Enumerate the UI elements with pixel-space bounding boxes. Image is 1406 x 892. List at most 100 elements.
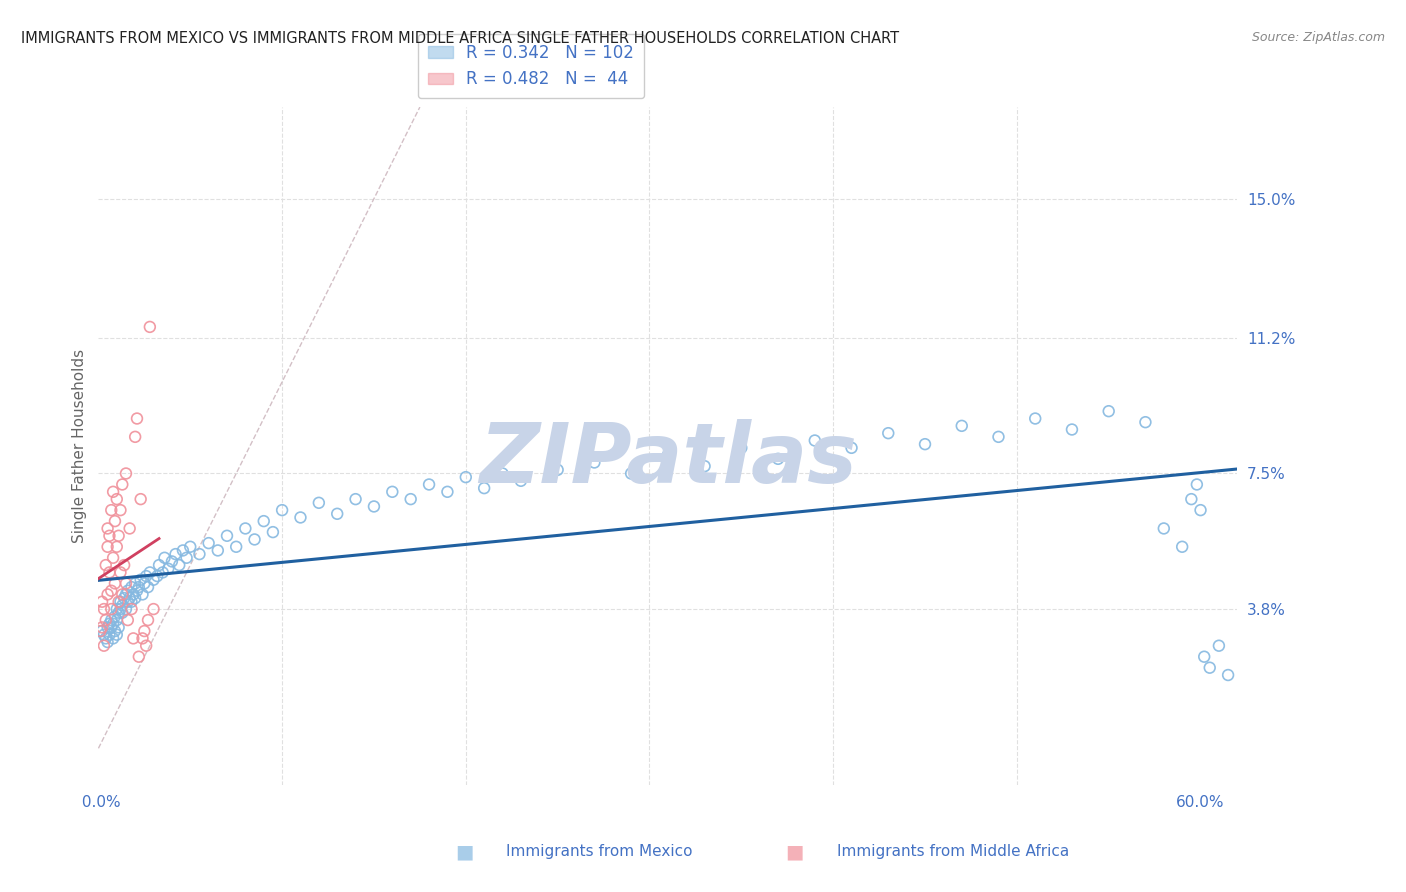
Point bbox=[121, 580, 143, 594]
Point bbox=[1180, 492, 1202, 507]
Point bbox=[1171, 540, 1194, 554]
Point bbox=[100, 503, 122, 517]
Point bbox=[1024, 411, 1046, 425]
Point bbox=[91, 620, 114, 634]
Point bbox=[101, 484, 124, 499]
Point bbox=[121, 602, 143, 616]
Point bbox=[101, 550, 124, 565]
Point bbox=[107, 529, 129, 543]
Point bbox=[131, 632, 153, 646]
Point bbox=[657, 448, 679, 462]
Text: Immigrants from Mexico: Immigrants from Mexico bbox=[506, 845, 693, 859]
Legend: R = 0.342   N = 102, R = 0.482   N =  44: R = 0.342 N = 102, R = 0.482 N = 44 bbox=[418, 34, 644, 98]
Point bbox=[134, 576, 156, 591]
Point bbox=[129, 573, 152, 587]
Text: ZIPatlas: ZIPatlas bbox=[479, 419, 856, 500]
Point bbox=[93, 628, 115, 642]
Point bbox=[148, 558, 170, 573]
Point bbox=[110, 503, 132, 517]
Point bbox=[804, 434, 827, 448]
Point bbox=[98, 566, 121, 580]
Point bbox=[167, 558, 190, 573]
Point bbox=[107, 620, 129, 634]
Point bbox=[122, 632, 145, 646]
Point bbox=[105, 613, 128, 627]
Point bbox=[381, 484, 404, 499]
Point bbox=[121, 595, 143, 609]
Point bbox=[122, 587, 145, 601]
Point bbox=[583, 455, 606, 469]
Point bbox=[1208, 639, 1230, 653]
Point bbox=[243, 533, 266, 547]
Point bbox=[105, 492, 128, 507]
Point bbox=[93, 602, 115, 616]
Point bbox=[97, 540, 120, 554]
Point bbox=[98, 529, 121, 543]
Point bbox=[418, 477, 440, 491]
Point bbox=[290, 510, 312, 524]
Text: IMMIGRANTS FROM MEXICO VS IMMIGRANTS FROM MIDDLE AFRICA SINGLE FATHER HOUSEHOLDS: IMMIGRANTS FROM MEXICO VS IMMIGRANTS FRO… bbox=[21, 31, 900, 46]
Point bbox=[89, 624, 111, 638]
Point bbox=[1216, 668, 1239, 682]
Point bbox=[950, 418, 973, 433]
Point bbox=[877, 426, 900, 441]
Point bbox=[100, 620, 122, 634]
Point bbox=[111, 599, 134, 613]
Point bbox=[117, 595, 139, 609]
Point bbox=[160, 554, 183, 568]
Point bbox=[111, 606, 134, 620]
Point bbox=[97, 521, 120, 535]
Point bbox=[125, 583, 148, 598]
Point bbox=[308, 496, 330, 510]
Point bbox=[100, 583, 122, 598]
Point bbox=[91, 595, 114, 609]
Point bbox=[152, 566, 174, 580]
Point bbox=[271, 503, 294, 517]
Point bbox=[454, 470, 477, 484]
Point bbox=[112, 558, 135, 573]
Point bbox=[1185, 477, 1208, 491]
Point bbox=[115, 587, 138, 601]
Point bbox=[97, 587, 120, 601]
Point bbox=[100, 613, 122, 627]
Point bbox=[94, 613, 117, 627]
Point bbox=[101, 616, 124, 631]
Point bbox=[146, 569, 169, 583]
Point bbox=[128, 649, 150, 664]
Point bbox=[436, 484, 458, 499]
Point bbox=[105, 540, 128, 554]
Point bbox=[1098, 404, 1121, 418]
Point bbox=[136, 580, 159, 594]
Point bbox=[97, 620, 120, 634]
Point bbox=[107, 595, 129, 609]
Point bbox=[94, 558, 117, 573]
Point bbox=[1189, 503, 1212, 517]
Point bbox=[197, 536, 219, 550]
Point bbox=[115, 602, 138, 616]
Y-axis label: Single Father Households: Single Father Households bbox=[72, 349, 87, 543]
Text: Immigrants from Middle Africa: Immigrants from Middle Africa bbox=[837, 845, 1069, 859]
Point bbox=[115, 576, 138, 591]
Point bbox=[179, 540, 201, 554]
Point bbox=[1153, 521, 1175, 535]
Point bbox=[105, 602, 128, 616]
Point bbox=[235, 521, 257, 535]
Point bbox=[100, 602, 122, 616]
Point bbox=[139, 319, 162, 334]
Point bbox=[115, 467, 138, 481]
Point bbox=[1060, 423, 1083, 437]
Point bbox=[124, 591, 146, 605]
Point bbox=[172, 543, 194, 558]
Point bbox=[253, 514, 276, 528]
Point bbox=[841, 441, 863, 455]
Point bbox=[129, 492, 152, 507]
Point bbox=[104, 609, 127, 624]
Point bbox=[128, 580, 150, 594]
Point bbox=[509, 474, 531, 488]
Point bbox=[118, 591, 141, 605]
Point bbox=[110, 566, 132, 580]
Point bbox=[91, 624, 114, 638]
Point bbox=[104, 576, 127, 591]
Point bbox=[98, 628, 121, 642]
Point bbox=[98, 616, 121, 631]
